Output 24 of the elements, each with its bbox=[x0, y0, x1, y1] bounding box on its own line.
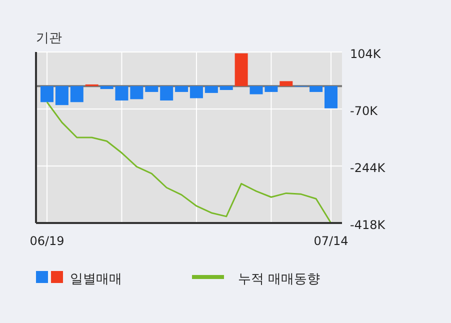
x-tick-label: 07/14 bbox=[314, 234, 348, 248]
bar bbox=[40, 86, 54, 102]
y-tick-label: -418K bbox=[350, 218, 386, 232]
y-tick-label: 104K bbox=[350, 47, 382, 61]
bar bbox=[70, 86, 84, 102]
bar bbox=[160, 86, 174, 100]
bar bbox=[175, 86, 188, 92]
line-series bbox=[46, 101, 332, 224]
bar bbox=[55, 86, 68, 106]
y-tick-label: -244K bbox=[350, 161, 386, 175]
bar bbox=[324, 86, 338, 108]
chart-title: 기관 bbox=[36, 31, 62, 46]
bar bbox=[310, 86, 323, 92]
y-tick-label: -70K bbox=[350, 104, 379, 118]
bar bbox=[190, 86, 203, 98]
legend-label: 누적 매매동향 bbox=[238, 272, 320, 287]
bar bbox=[204, 86, 218, 93]
bar bbox=[145, 86, 158, 92]
bar bbox=[220, 86, 233, 90]
bar bbox=[280, 81, 293, 86]
legend-label: 일별매매 bbox=[70, 272, 122, 287]
bar bbox=[234, 53, 248, 86]
x-tick-label: 06/19 bbox=[30, 234, 64, 248]
bar bbox=[130, 86, 144, 100]
